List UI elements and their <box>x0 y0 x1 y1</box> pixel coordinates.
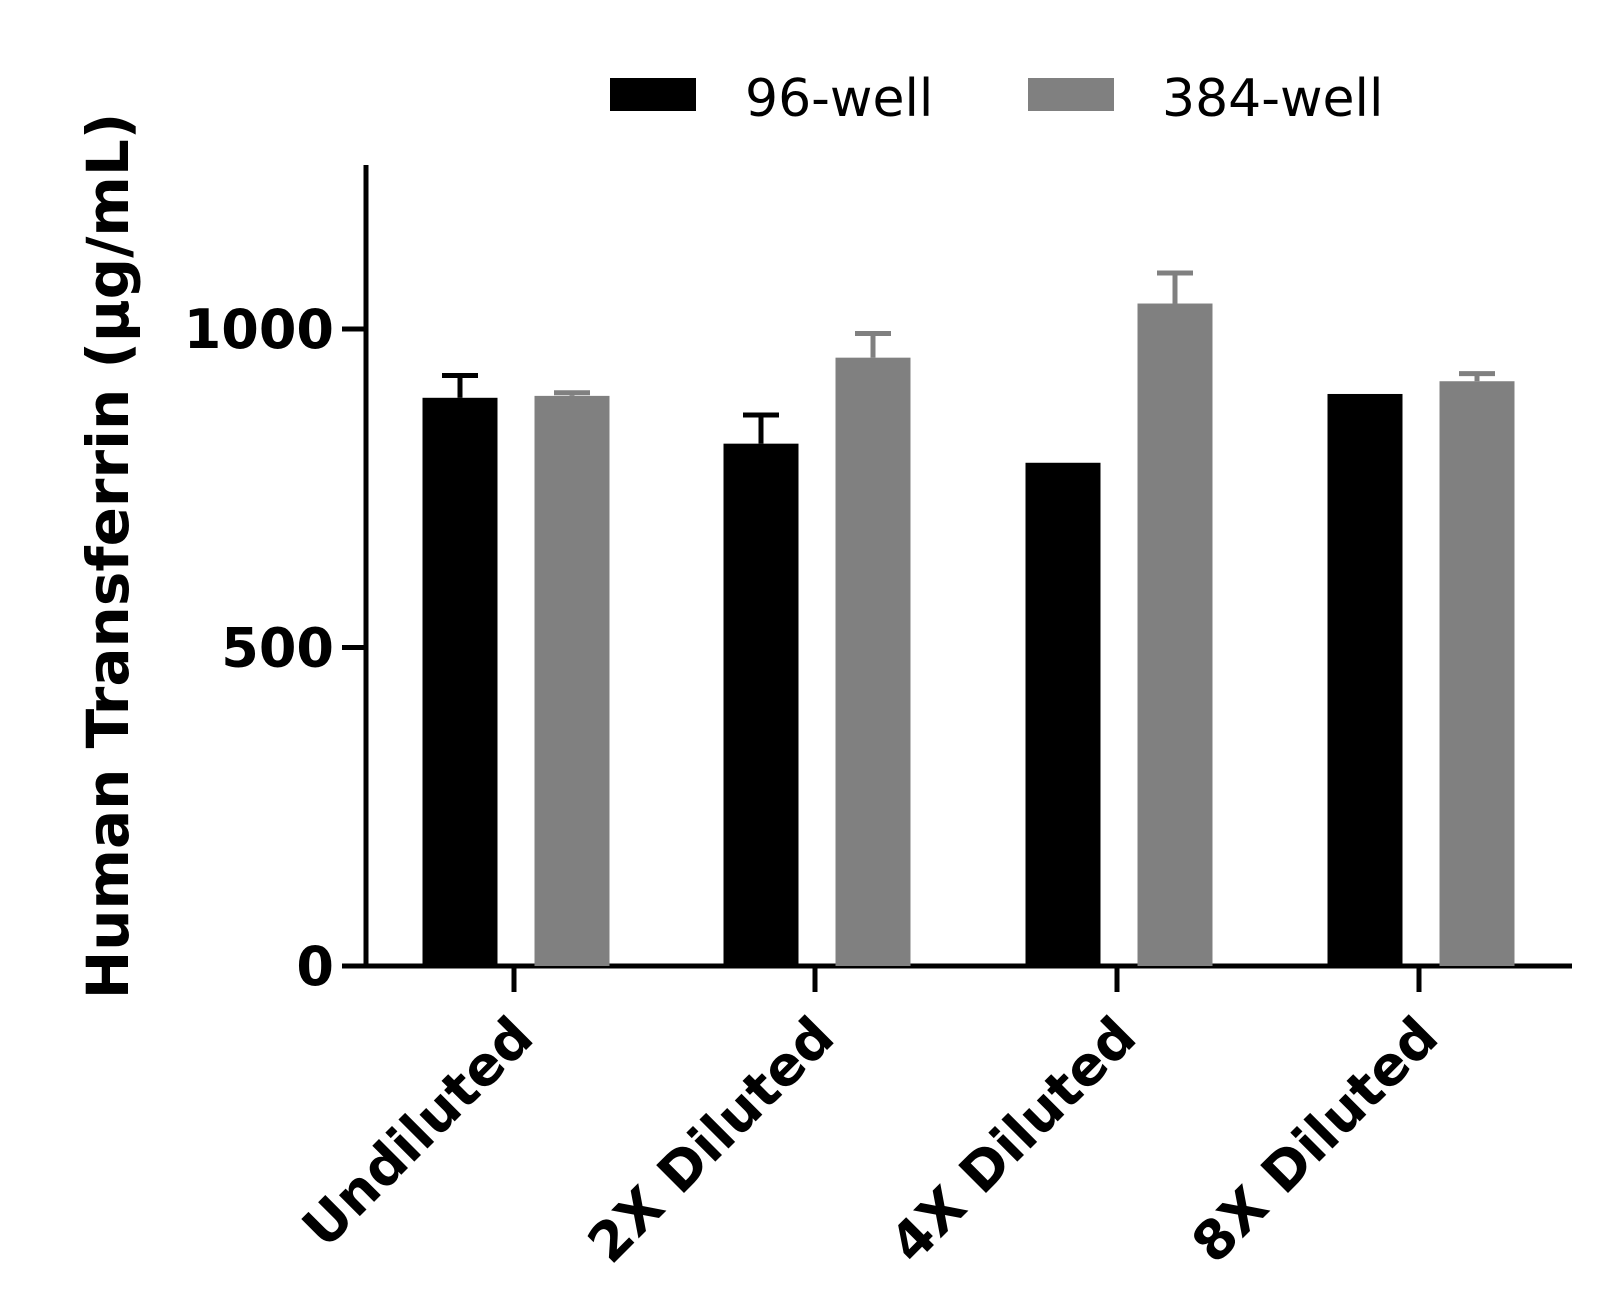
y-tick-label-1000: 1000 <box>184 298 334 361</box>
y-axis-title: Human Transferrin (μg/mL) <box>74 113 142 1000</box>
x-tick-label-2: 4X Diluted <box>878 1005 1148 1275</box>
legend-label-96-well: 96-well <box>745 69 933 129</box>
bar-96-well-1 <box>723 443 799 966</box>
bar-384-well-2 <box>1137 303 1213 966</box>
bar-384-well-1 <box>835 357 911 966</box>
x-tick-label-3: 8X Diluted <box>1180 1005 1450 1275</box>
x-tick-label-1: 2X Diluted <box>576 1005 846 1275</box>
bar-96-well-3 <box>1327 393 1403 966</box>
bar-96-well-0 <box>422 397 498 966</box>
x-tick-label-0: Undiluted <box>290 1005 545 1260</box>
legend: 96-well 384-well <box>610 69 1383 129</box>
legend-swatch-96-well <box>610 78 696 111</box>
x-ticks: Undiluted 2X Diluted 4X Diluted 8X Diluted <box>290 966 1450 1275</box>
bar-384-well-0 <box>534 395 610 966</box>
legend-swatch-384-well <box>1028 78 1114 111</box>
bar-96-well-2 <box>1025 462 1101 966</box>
legend-label-384-well: 384-well <box>1162 69 1383 129</box>
y-tick-label-0: 0 <box>296 935 334 998</box>
bars <box>422 270 1515 966</box>
y-tick-label-500: 500 <box>221 617 334 680</box>
y-ticks: 0 500 1000 <box>184 298 366 998</box>
bar-384-well-3 <box>1439 381 1515 966</box>
